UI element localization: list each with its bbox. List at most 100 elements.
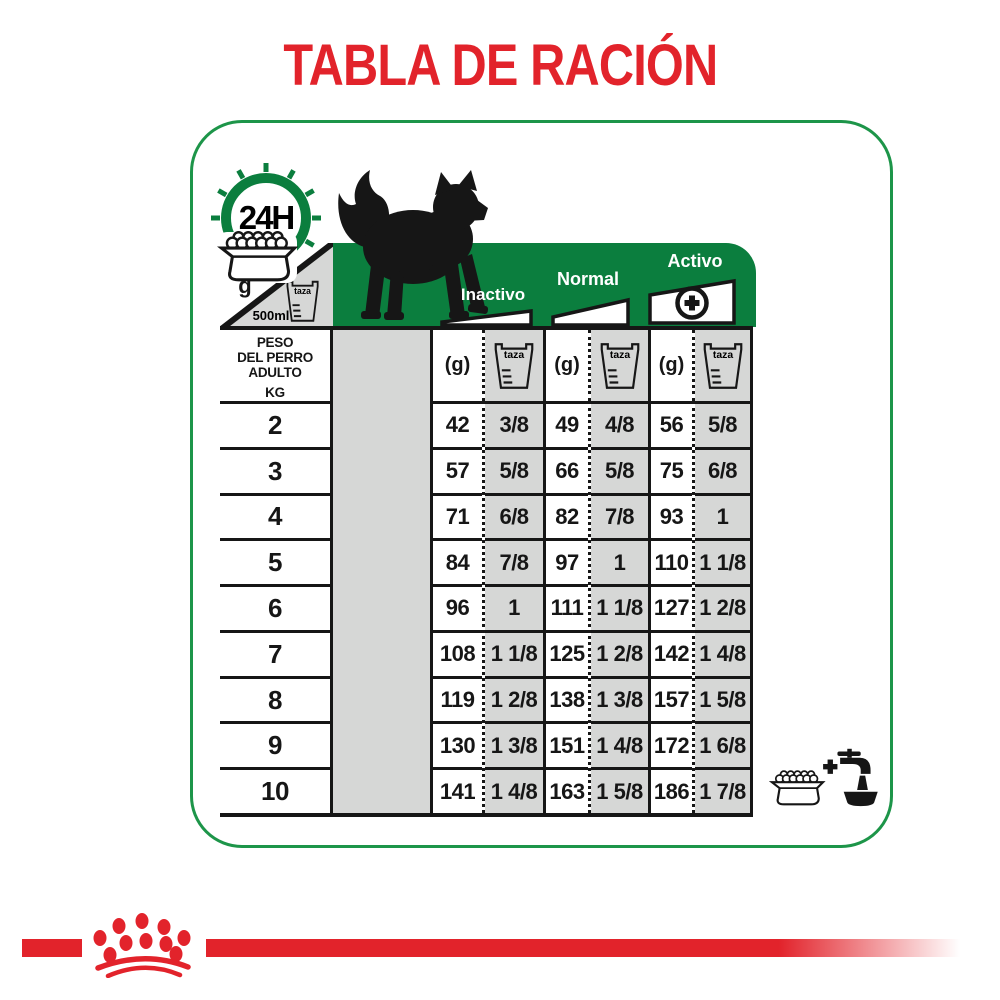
ration-cell: 82 bbox=[546, 492, 588, 539]
ration-cell: 1 3/8 bbox=[485, 721, 543, 767]
weight-cell: 2 bbox=[220, 401, 330, 447]
ration-cell: 97 bbox=[546, 538, 588, 584]
ration-cell: 96 bbox=[433, 584, 482, 630]
ration-cell: 142 bbox=[651, 629, 692, 676]
ration-cell: 75 bbox=[651, 446, 692, 493]
weight-cell: 5 bbox=[220, 538, 330, 584]
ration-cell: 130 bbox=[433, 721, 482, 767]
ration-cell: 6/8 bbox=[485, 492, 543, 539]
ration-cell: 3/8 bbox=[485, 401, 543, 447]
measuring-cup-icon bbox=[494, 342, 534, 389]
unit-cup-header bbox=[485, 330, 543, 401]
measuring-triangle: 500ml bbox=[220, 243, 333, 330]
rule bbox=[543, 330, 546, 813]
ration-cell: 6/8 bbox=[695, 446, 750, 493]
ration-cell: 1 7/8 bbox=[695, 767, 750, 813]
weight-cell: 3 bbox=[220, 446, 330, 493]
ration-cell: 49 bbox=[546, 401, 588, 447]
rule bbox=[750, 330, 753, 813]
ration-cell: 163 bbox=[546, 767, 588, 813]
ration-cell: 127 bbox=[651, 584, 692, 630]
ration-cell: 1 4/8 bbox=[695, 629, 750, 676]
ration-cell: 1 5/8 bbox=[695, 675, 750, 722]
activo-cup-column: 5/8 6/8 1 1 1/8 1 2/8 1 4/8 1 5/8 1 6/8 1 7/8 bbox=[695, 401, 750, 813]
unit-cup-header bbox=[591, 330, 648, 401]
activo-grams-column: 56 75 93 110 127 142 157 172 186 bbox=[651, 401, 695, 813]
ration-cell: 1 4/8 bbox=[591, 721, 648, 767]
inactivo-cup-column: 3/8 5/8 6/8 7/8 1 1 1/8 1 2/8 1 3/8 1 4/8 bbox=[485, 401, 543, 813]
ration-cell: 57 bbox=[433, 446, 482, 493]
rule bbox=[330, 330, 333, 813]
svg-text:24H: 24H bbox=[239, 199, 294, 236]
band-underline bbox=[220, 326, 753, 330]
activity-label-activo: Activo bbox=[667, 251, 723, 271]
weight-cell: 8 bbox=[220, 675, 330, 722]
weight-column: 2 3 4 5 6 7 8 9 10 bbox=[220, 401, 330, 813]
inactivo-grams-column: 42 57 71 84 96 108 119 130 141 bbox=[433, 401, 485, 813]
ration-cell: 5/8 bbox=[485, 446, 543, 493]
ration-cell: 1 6/8 bbox=[695, 721, 750, 767]
ration-cell: 66 bbox=[546, 446, 588, 493]
ration-cell: 5/8 bbox=[695, 401, 750, 447]
plus-icon bbox=[823, 759, 838, 774]
unit-grams-header: (g) bbox=[433, 330, 485, 401]
measuring-cup-icon bbox=[703, 342, 742, 389]
ration-cell: 84 bbox=[433, 538, 482, 584]
ration-cell: 1 1/8 bbox=[591, 584, 648, 630]
food-bowl-icon bbox=[217, 230, 297, 283]
ration-cell: 151 bbox=[546, 721, 588, 767]
ration-cell: 7/8 bbox=[485, 538, 543, 584]
ration-cell: 1 bbox=[591, 538, 648, 584]
water-tap-icon bbox=[837, 748, 878, 807]
ration-cell: 108 bbox=[433, 629, 482, 676]
weight-cell: 4 bbox=[220, 492, 330, 539]
ration-cell: 1 2/8 bbox=[695, 584, 750, 630]
normal-ramp-icon bbox=[551, 297, 630, 327]
ration-cell: 110 bbox=[651, 538, 692, 584]
rule bbox=[430, 330, 433, 813]
unit-grams-header: (g) bbox=[651, 330, 695, 401]
ration-cell: 1 2/8 bbox=[591, 629, 648, 676]
ration-cell: 186 bbox=[651, 767, 692, 813]
ration-cell: 4/8 bbox=[591, 401, 648, 447]
rule bbox=[648, 330, 651, 813]
table-bottom-rule bbox=[220, 813, 753, 817]
brand-stripe-right bbox=[206, 939, 960, 957]
unit-grams-header: (g) bbox=[546, 330, 591, 401]
food-and-water-icons bbox=[770, 748, 878, 807]
weight-column-header: PESO DEL PERRO ADULTO KG bbox=[237, 335, 313, 400]
ration-cell: 111 bbox=[546, 584, 588, 630]
ration-cell: 5/8 bbox=[591, 446, 648, 493]
grams-label: g bbox=[238, 273, 252, 298]
dog-silhouette-icon bbox=[338, 170, 489, 320]
ration-cell: 1 2/8 bbox=[485, 675, 543, 722]
activity-label-normal: Normal bbox=[556, 269, 619, 289]
measuring-cup-icon bbox=[600, 342, 639, 389]
ration-cell: 56 bbox=[651, 401, 692, 447]
normal-grams-column: 49 66 82 97 111 125 138 151 163 bbox=[546, 401, 591, 813]
ration-cell: 172 bbox=[651, 721, 692, 767]
ration-cell: 7/8 bbox=[591, 492, 648, 539]
ration-cell: 1 1/8 bbox=[695, 538, 750, 584]
ration-cell: 1 1/8 bbox=[485, 629, 543, 676]
inactivo-ramp-icon bbox=[440, 309, 533, 327]
ration-cell: 138 bbox=[546, 675, 588, 722]
ration-cell: 119 bbox=[433, 675, 482, 722]
ration-cell: 71 bbox=[433, 492, 482, 539]
ration-cell: 1 bbox=[485, 584, 543, 630]
weight-cell: 6 bbox=[220, 584, 330, 630]
ration-cell: 157 bbox=[651, 675, 692, 722]
ration-cell: 93 bbox=[651, 492, 692, 539]
weight-cell: 9 bbox=[220, 721, 330, 767]
food-bowl-icon bbox=[770, 770, 825, 806]
royal-canin-crown-logo bbox=[93, 913, 191, 978]
weight-cell: 10 bbox=[220, 767, 330, 813]
svg-text:500ml: 500ml bbox=[253, 308, 290, 323]
unit-cup-header bbox=[695, 330, 750, 401]
normal-cup-column: 4/8 5/8 7/8 1 1 1/8 1 2/8 1 3/8 1 4/8 1 5/8 bbox=[591, 401, 648, 813]
ration-cell: 125 bbox=[546, 629, 588, 676]
ration-cell: 1 3/8 bbox=[591, 675, 648, 722]
page-title: TABLA DE RACIÓN bbox=[283, 33, 718, 98]
ration-cell: 42 bbox=[433, 401, 482, 447]
